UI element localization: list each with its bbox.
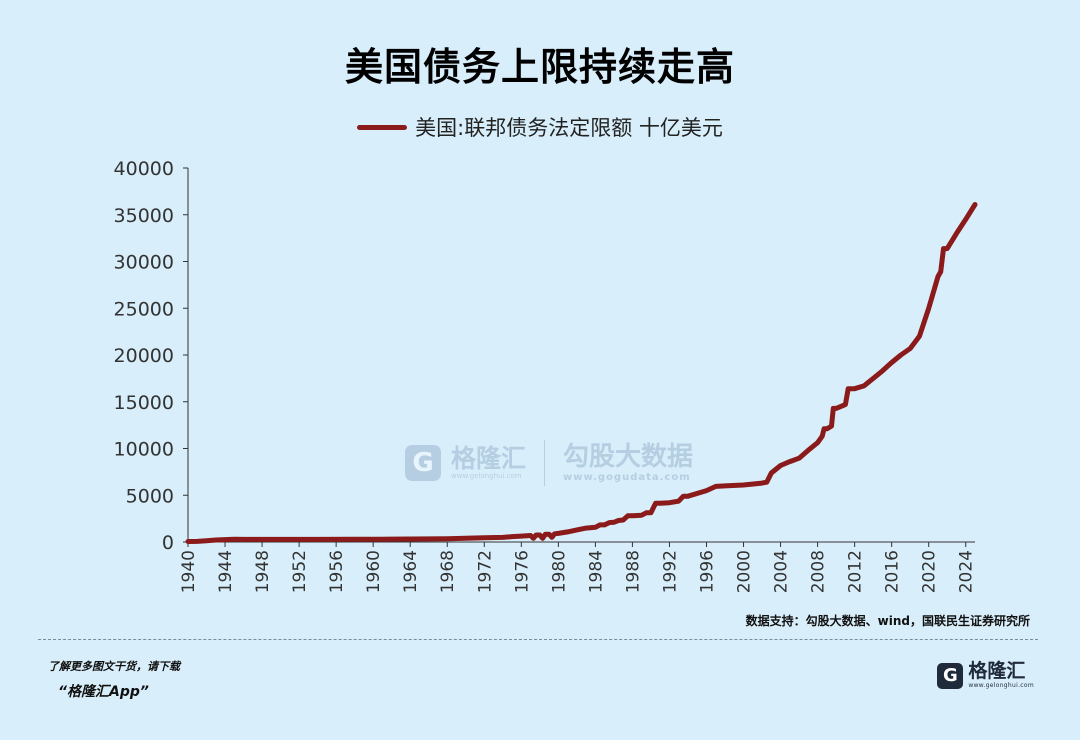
x-tick-label: 2020 bbox=[920, 550, 940, 593]
promo-app-name: “格隆汇App” bbox=[58, 684, 149, 700]
legend-label: 美国:联邦债务法定限额 十亿美元 bbox=[415, 116, 723, 140]
watermark-brand: 格隆汇 www.gelonghui.com bbox=[451, 445, 526, 480]
x-tick-label: 1956 bbox=[327, 550, 347, 593]
x-tick-label: 1964 bbox=[401, 550, 421, 593]
y-tick-label: 30000 bbox=[114, 252, 174, 274]
x-tick-label: 1996 bbox=[697, 550, 717, 593]
watermark-logo-icon: G bbox=[405, 445, 441, 481]
x-tick-label: 2000 bbox=[735, 550, 755, 593]
x-tick-label: 1940 bbox=[179, 550, 199, 593]
x-tick-label: 2008 bbox=[809, 550, 829, 593]
watermark-brand-name: 格隆汇 bbox=[451, 444, 527, 474]
brand-url: www.gelonghui.com bbox=[968, 682, 1034, 689]
watermark-separator bbox=[544, 440, 546, 486]
promo-text: 了解更多图文干货，请下载 bbox=[48, 660, 180, 673]
y-tick-label: 35000 bbox=[114, 205, 174, 227]
chart-title: 美国债务上限持续走高 bbox=[344, 45, 735, 89]
x-tick-label: 1960 bbox=[364, 550, 384, 593]
y-tick-label: 5000 bbox=[126, 485, 174, 507]
x-tick-label: 1948 bbox=[253, 550, 273, 593]
brand-logo: G 格隆汇 www.gelonghui.com bbox=[937, 662, 1034, 689]
x-tick-label: 2004 bbox=[772, 550, 792, 593]
y-tick-label: 10000 bbox=[114, 439, 174, 461]
watermark-partner-url: www.gogudata.com bbox=[563, 471, 691, 483]
x-tick-label: 1944 bbox=[216, 550, 236, 593]
brand-name: 格隆汇 bbox=[968, 660, 1026, 682]
watermark-partner: 勾股大数据 www.gogudata.com bbox=[563, 443, 693, 483]
x-tick-label: 2016 bbox=[883, 550, 903, 593]
y-tick-label: 20000 bbox=[114, 345, 174, 367]
y-tick-label: 15000 bbox=[114, 392, 174, 414]
x-tick-label: 1980 bbox=[549, 550, 569, 593]
series-line-debt-limit bbox=[185, 202, 978, 544]
legend-swatch bbox=[357, 124, 408, 130]
x-tick-label: 1952 bbox=[290, 550, 310, 593]
x-tick-label: 1988 bbox=[623, 550, 643, 593]
y-tick-label: 25000 bbox=[114, 298, 174, 320]
source-note: 数据支持：勾股大数据、wind，国联民生证券研究所 bbox=[745, 614, 1030, 628]
x-tick-label: 1972 bbox=[475, 550, 495, 593]
x-tick-label: 2024 bbox=[957, 550, 977, 593]
watermark-brand-url: www.gelonghui.com bbox=[451, 471, 522, 480]
footer-divider bbox=[38, 639, 1038, 640]
watermark: G 格隆汇 www.gelonghui.com 勾股大数据 www.goguda… bbox=[405, 440, 693, 486]
brand-logo-icon: G bbox=[937, 662, 964, 689]
brand-text: 格隆汇 www.gelonghui.com bbox=[968, 662, 1034, 689]
chart-legend: 美国:联邦债务法定限额 十亿美元 bbox=[0, 112, 1080, 142]
y-tick-label: 0 bbox=[162, 532, 174, 554]
x-tick-label: 1968 bbox=[438, 550, 458, 593]
watermark-partner-name: 勾股大数据 bbox=[563, 442, 694, 473]
x-tick-label: 1984 bbox=[586, 550, 606, 593]
x-tick-label: 2012 bbox=[846, 550, 866, 593]
x-tick-label: 1992 bbox=[660, 550, 680, 593]
x-tick-label: 1976 bbox=[512, 550, 532, 593]
y-tick-label: 40000 bbox=[114, 158, 174, 180]
